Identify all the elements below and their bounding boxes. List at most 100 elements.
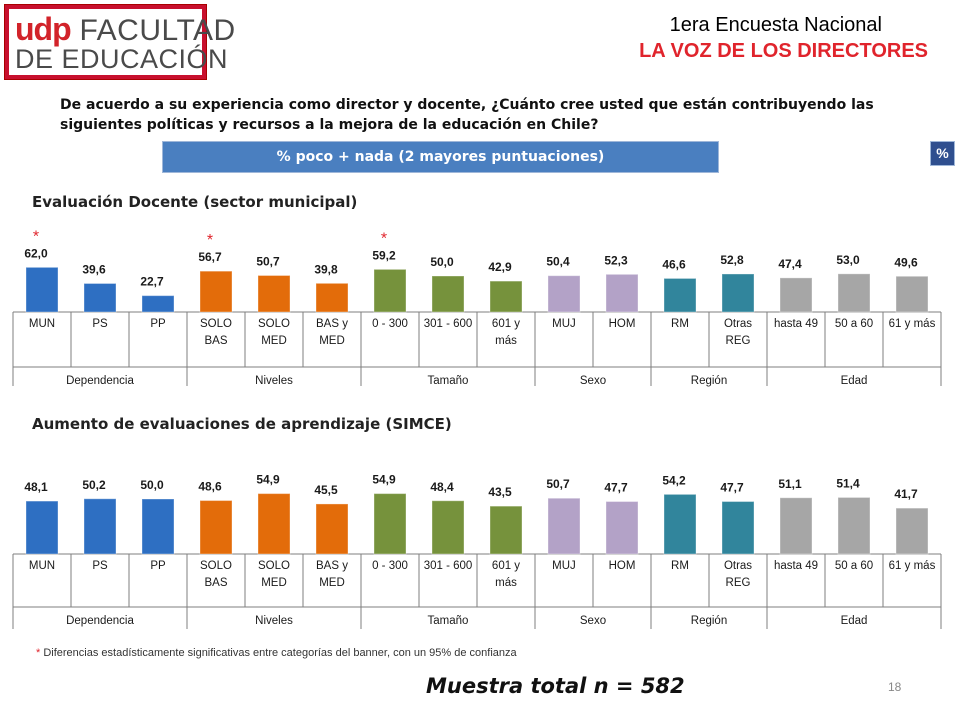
data-label: 56,7 (198, 250, 222, 264)
bar (721, 273, 755, 313)
category-label: 50 a 60 (835, 318, 873, 330)
bar (431, 275, 465, 313)
bar (489, 280, 523, 313)
category-label: 0 - 300 (372, 318, 408, 330)
category-label: 601 y más (492, 318, 520, 347)
group-label: Niveles (255, 615, 293, 627)
bar (199, 500, 233, 555)
data-label: 51,4 (836, 476, 860, 490)
data-label: 50,2 (82, 478, 106, 492)
category-label: SOLO BAS (200, 318, 232, 347)
category-label: RM (671, 560, 689, 572)
bar (605, 273, 639, 313)
bar (83, 282, 117, 313)
footnote: * Diferencias estadísticamente significa… (36, 647, 517, 659)
category-label: HOM (609, 560, 636, 572)
data-label: 54,9 (372, 473, 396, 487)
bar (837, 496, 871, 555)
data-label: 39,6 (82, 262, 106, 276)
significance-star: * (207, 232, 213, 249)
category-label: hasta 49 (774, 318, 818, 330)
data-label: 54,2 (662, 473, 686, 487)
category-label: RM (671, 318, 689, 330)
bar (257, 274, 291, 313)
bar (605, 501, 639, 555)
category-label: PP (150, 318, 166, 330)
category-label: HOM (609, 318, 636, 330)
footnote-star: * (36, 647, 41, 659)
category-label: BAS y MED (316, 560, 348, 589)
group-label: Tamaño (428, 375, 469, 387)
data-label: 48,4 (430, 480, 454, 494)
bar (663, 277, 697, 313)
category-label: SOLO MED (258, 560, 290, 589)
category-label: SOLO BAS (200, 560, 232, 589)
data-label: 43,5 (488, 485, 512, 499)
group-label: Sexo (580, 375, 606, 387)
data-label: 48,6 (198, 480, 222, 494)
bar (315, 282, 349, 313)
category-label: BAS y MED (316, 318, 348, 347)
logo-line1: udp FACULTAD (15, 13, 236, 47)
data-label: 46,6 (662, 257, 686, 271)
chart1-title: Evaluación Docente (sector municipal) (32, 193, 358, 211)
bar (895, 507, 929, 555)
data-label: 53,0 (836, 253, 860, 267)
survey-title: 1era Encuesta Nacional (669, 14, 882, 36)
percent-badge: % (930, 141, 955, 166)
category-label: Otras REG (724, 560, 752, 589)
category-label: 50 a 60 (835, 560, 873, 572)
bar (489, 505, 523, 555)
udp-logo: udp FACULTAD DE EDUCACIÓN (4, 4, 235, 80)
bar (431, 500, 465, 555)
bar (141, 498, 175, 555)
survey-subtitle: LA VOZ DE LOS DIRECTORES (639, 40, 928, 62)
bar (25, 500, 59, 555)
metric-banner: % poco + nada (2 mayores puntuaciones) (162, 141, 719, 173)
category-label: PP (150, 560, 166, 572)
significance-star: * (381, 230, 387, 247)
group-label: Niveles (255, 375, 293, 387)
data-label: 50,4 (546, 255, 570, 269)
data-label: 47,7 (720, 481, 744, 495)
data-label: 47,4 (778, 257, 802, 271)
category-label: 61 y más (889, 318, 936, 330)
logo-line2: DE EDUCACIÓN (15, 44, 229, 74)
page-number: 18 (888, 680, 902, 694)
logo-brand: udp (15, 11, 72, 47)
category-label: Otras REG (724, 318, 752, 347)
category-label: 0 - 300 (372, 560, 408, 572)
data-label: 50,7 (546, 477, 570, 491)
group-label: Región (691, 615, 727, 627)
category-label: 301 - 600 (424, 560, 473, 572)
category-label: MUJ (552, 560, 576, 572)
bar (895, 275, 929, 313)
data-label: 50,0 (430, 255, 454, 269)
group-label: Edad (841, 615, 868, 627)
bar (547, 497, 581, 555)
bar (779, 497, 813, 555)
category-label: MUJ (552, 318, 576, 330)
data-label: 51,1 (778, 477, 802, 491)
data-label: 22,7 (140, 275, 164, 289)
data-label: 50,7 (256, 254, 280, 268)
category-label: PS (92, 318, 108, 330)
category-label: 301 - 600 (424, 318, 473, 330)
data-label: 54,9 (256, 473, 280, 487)
bar (663, 493, 697, 555)
bar (199, 270, 233, 313)
group-label: Sexo (580, 615, 606, 627)
data-label: 49,6 (894, 255, 918, 269)
group-label: Edad (841, 375, 868, 387)
bar (25, 266, 59, 313)
data-label: 42,9 (488, 260, 512, 274)
data-label: 52,8 (720, 253, 744, 267)
data-label: 41,7 (894, 487, 918, 501)
significance-star: * (33, 228, 39, 245)
data-label: 48,1 (24, 480, 48, 494)
category-label: MUN (29, 318, 55, 330)
bar (83, 498, 117, 555)
bar (141, 295, 175, 313)
group-label: Tamaño (428, 615, 469, 627)
